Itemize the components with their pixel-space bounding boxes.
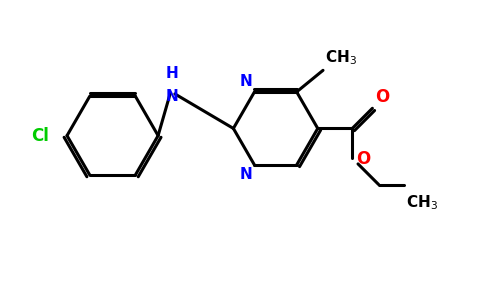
Text: N: N (239, 74, 252, 89)
Text: N: N (239, 167, 252, 182)
Text: O: O (356, 150, 370, 168)
Text: N: N (166, 89, 179, 104)
Text: Cl: Cl (31, 127, 49, 145)
Text: CH$_3$: CH$_3$ (406, 193, 438, 212)
Text: O: O (375, 88, 389, 106)
Text: CH$_3$: CH$_3$ (325, 48, 357, 67)
Text: H: H (166, 66, 179, 81)
